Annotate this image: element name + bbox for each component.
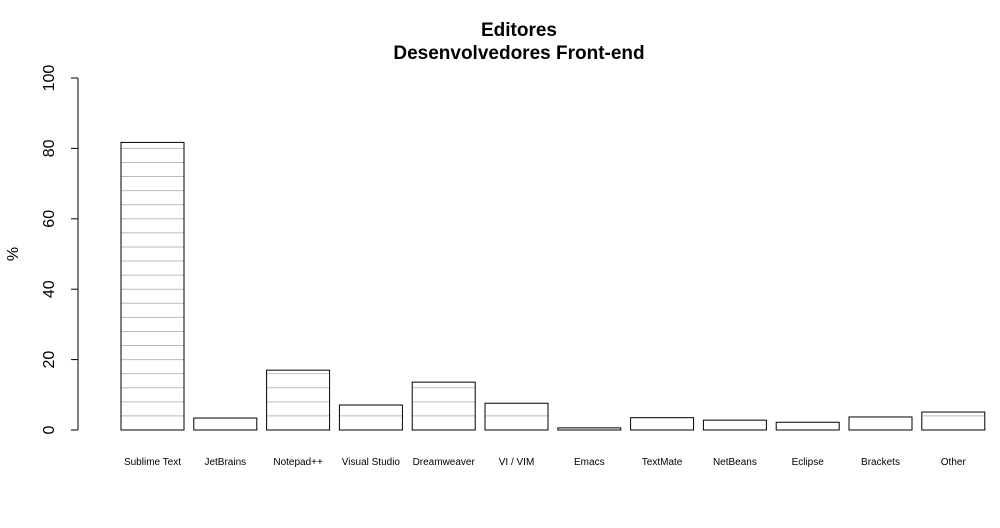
bar [193, 418, 257, 430]
bar-outline [557, 427, 622, 431]
bar-outline [120, 141, 185, 431]
y-tick-label: 20 [41, 351, 58, 369]
x-category-label: NetBeans [713, 457, 757, 468]
bar [703, 420, 767, 430]
bar-outline [484, 402, 549, 431]
bars [120, 141, 986, 431]
bar [776, 422, 840, 430]
bar [921, 412, 985, 430]
bar-group [848, 416, 913, 431]
chart-title: Editores [481, 20, 557, 41]
x-category-label: VI / VIM [499, 457, 535, 468]
bar-outline [338, 404, 403, 431]
bar-group [921, 411, 986, 431]
bar [339, 405, 403, 430]
x-category-label: TextMate [642, 457, 683, 468]
bar-outline [775, 421, 840, 431]
bar-outline [702, 419, 767, 431]
y-tick-label: 80 [41, 139, 58, 157]
y-tick-label: 100 [41, 65, 58, 92]
x-category-label: Brackets [861, 457, 900, 468]
bar [630, 417, 694, 430]
bar-group [120, 141, 185, 431]
bar-group [484, 402, 549, 431]
x-category-label: Emacs [574, 457, 605, 468]
bar-outline [193, 417, 258, 431]
x-category-label: Notepad++ [273, 457, 323, 468]
bar-group [411, 381, 476, 431]
bar [557, 427, 621, 430]
bar-outline [630, 417, 695, 431]
bar-group [193, 417, 258, 431]
y-axis-label: % [5, 247, 22, 261]
bar-group [557, 427, 622, 431]
bar-outline [848, 416, 913, 431]
bar [266, 370, 330, 430]
x-category-label: Other [941, 457, 967, 468]
y-axis-ticks: 0 20 40 60 80 100 [41, 65, 78, 434]
bar-group [775, 421, 840, 431]
y-tick-label: 40 [41, 280, 58, 298]
bar [485, 403, 548, 430]
bar-group [630, 417, 695, 431]
bar-outline [921, 411, 986, 431]
y-tick-label: 0 [41, 425, 58, 434]
bar-group [266, 369, 331, 431]
x-category-label: JetBrains [204, 457, 246, 468]
x-category-label: Sublime Text [124, 457, 181, 468]
chart-subtitle: Desenvolvedores Front-end [393, 43, 644, 64]
x-category-label: Dreamweaver [413, 457, 476, 468]
bar-outline [266, 369, 331, 431]
x-axis-labels: Sublime Text JetBrains Notepad++ Visual Stu… [124, 457, 967, 468]
bar [121, 142, 184, 430]
bar-group [702, 419, 767, 431]
x-category-label: Eclipse [792, 457, 825, 468]
bar-outline [411, 381, 476, 431]
bar [849, 416, 912, 430]
bar [412, 382, 476, 430]
y-tick-label: 60 [41, 210, 58, 228]
bar-group [338, 404, 403, 431]
x-category-label: Visual Studio [342, 457, 401, 468]
